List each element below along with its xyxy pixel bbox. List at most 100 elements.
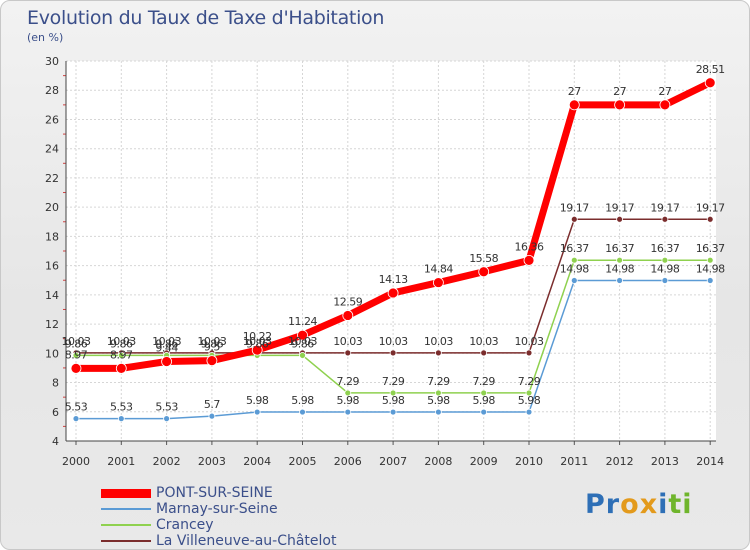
data-label: 10.03: [469, 335, 498, 348]
data-point: [568, 99, 580, 111]
data-label: 9.86: [110, 337, 133, 350]
data-point: [706, 277, 714, 284]
data-point: [342, 310, 354, 321]
data-point: [616, 277, 623, 284]
legend-label: Crancey: [156, 517, 214, 533]
data-label: 19.17: [560, 201, 589, 214]
x-tick-label: 2000: [62, 455, 90, 468]
data-label: 10.03: [62, 335, 91, 348]
data-label: 5.98: [337, 394, 360, 407]
data-point: [434, 408, 442, 416]
data-label: 16.37: [605, 242, 634, 255]
legend-swatch: [101, 488, 151, 498]
x-tick-label: 2011: [560, 455, 588, 468]
data-label: 16.37: [650, 242, 679, 255]
data-label: 27: [568, 85, 581, 98]
data-label: 15.58: [469, 252, 498, 265]
x-tick-label: 2009: [470, 455, 498, 468]
data-point: [72, 415, 80, 423]
data-point: [389, 408, 397, 416]
plot-area: [66, 61, 716, 441]
legend-label: Marnay-sur-Seine: [156, 501, 278, 517]
y-tick-label: 20: [45, 201, 59, 214]
x-tick-label: 2005: [289, 455, 317, 468]
data-point: [704, 77, 716, 89]
x-tick-label: 2003: [198, 455, 226, 468]
y-tick-label: 22: [45, 172, 59, 185]
x-tick-label: 2008: [424, 455, 452, 468]
data-label: 16.37: [696, 242, 725, 255]
x-tick-label: 2014: [696, 455, 724, 468]
data-label: 8.97: [65, 348, 88, 361]
data-point: [251, 344, 263, 356]
data-label: 19.17: [605, 201, 634, 214]
data-label: 7.29: [382, 375, 405, 388]
data-label: 5.98: [291, 394, 314, 407]
data-label: 9.86: [201, 337, 224, 350]
data-label: 10.03: [424, 335, 453, 348]
proxiti-logo: Proxiti: [585, 489, 693, 520]
data-point: [525, 408, 533, 416]
logo-letter: r: [605, 489, 621, 520]
y-tick-label: 30: [45, 55, 59, 68]
data-label: 5.98: [246, 394, 269, 407]
data-point: [297, 329, 308, 341]
data-label: 10.22: [243, 330, 272, 343]
data-label: 7.29: [518, 375, 541, 388]
logo-letter: x: [639, 489, 659, 520]
data-label: 10.03: [379, 335, 408, 348]
data-point: [480, 389, 488, 397]
legend-swatch: [101, 508, 151, 510]
data-point: [389, 389, 397, 397]
data-point: [72, 351, 80, 359]
data-label: 9.86: [246, 337, 269, 350]
data-label: 12.59: [333, 295, 362, 308]
data-point: [661, 256, 669, 264]
data-point: [661, 277, 669, 284]
data-label: 9.86: [65, 337, 88, 350]
data-point: [480, 408, 488, 416]
y-tick-label: 18: [45, 230, 59, 243]
data-point: [389, 349, 397, 357]
data-label: 5.98: [518, 394, 541, 407]
data-point: [253, 408, 261, 416]
data-point: [387, 287, 399, 299]
data-label: 16.37: [560, 242, 589, 255]
x-tick-label: 2013: [651, 455, 679, 468]
legend-label: PONT-SUR-SEINE: [156, 485, 273, 501]
x-tick-label: 2004: [243, 455, 271, 468]
y-tick-label: 12: [45, 318, 59, 331]
data-label: 14.98: [650, 263, 679, 276]
y-tick-label: 6: [52, 406, 59, 419]
y-tick-label: 28: [45, 84, 59, 97]
y-tick-label: 10: [45, 347, 59, 360]
y-tick-label: 24: [45, 143, 59, 156]
data-point: [434, 349, 442, 357]
data-point: [117, 415, 125, 423]
y-tick-label: 8: [52, 377, 59, 390]
data-point: [614, 99, 625, 111]
logo-letter: P: [585, 489, 606, 520]
data-label: 27: [658, 85, 671, 98]
data-point: [480, 349, 488, 357]
data-label: 7.29: [472, 375, 495, 388]
x-tick-label: 2002: [153, 455, 181, 468]
data-label: 10.03: [152, 335, 181, 348]
data-label: 10.03: [107, 335, 136, 348]
data-label: 19.17: [696, 201, 725, 214]
data-point: [570, 215, 578, 223]
data-point: [706, 256, 714, 264]
y-tick-label: 26: [45, 113, 59, 126]
chart-subtitle: (en %): [27, 31, 64, 44]
x-tick-label: 2010: [515, 455, 543, 468]
data-label: 14.98: [560, 263, 589, 276]
data-point: [206, 355, 218, 367]
data-point: [478, 266, 490, 278]
data-label: 10.03: [243, 335, 272, 348]
data-label: 5.53: [155, 401, 178, 414]
data-point: [70, 362, 82, 374]
data-point: [523, 254, 535, 266]
data-point: [163, 415, 171, 423]
logo-letter: t: [668, 489, 683, 520]
